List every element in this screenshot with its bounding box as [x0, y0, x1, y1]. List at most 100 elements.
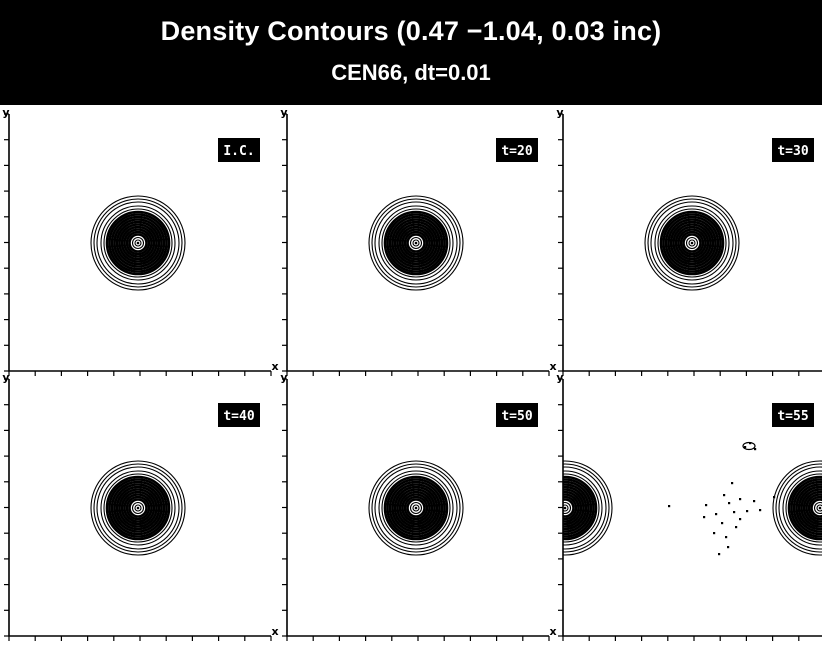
- density-contour: [644, 195, 740, 291]
- density-contour: [677, 228, 707, 258]
- y-axis-label: y: [2, 371, 9, 384]
- density-contour: [563, 473, 600, 543]
- density-debris: [725, 536, 728, 539]
- x-axis-label: x: [271, 625, 278, 638]
- density-debris: [703, 516, 706, 519]
- density-contour: [100, 470, 176, 546]
- density-contour: [563, 490, 583, 526]
- density-contour: [563, 504, 569, 512]
- density-contour: [805, 493, 822, 523]
- density-contour: [386, 213, 446, 273]
- density-contour: [393, 220, 439, 266]
- density-peak: [414, 241, 418, 245]
- density-debris: [739, 498, 742, 501]
- density-contour: [790, 478, 822, 538]
- density-contour: [403, 495, 429, 521]
- y-axis-label: y: [556, 371, 563, 384]
- density-debris: [746, 510, 749, 513]
- density-contour: [810, 498, 822, 518]
- density-contour: [100, 205, 176, 281]
- density-contour: [792, 480, 822, 536]
- density-contour: [115, 220, 161, 266]
- density-contour: [563, 475, 598, 541]
- density-contour: [115, 485, 161, 531]
- density-contour: [374, 466, 458, 550]
- density-contour: [787, 475, 822, 541]
- density-contour: [401, 228, 431, 258]
- density-contour: [388, 215, 444, 271]
- density-contour: [772, 460, 822, 556]
- density-contour: [667, 218, 717, 268]
- density-contour: [662, 213, 722, 273]
- density-contour: [669, 220, 715, 266]
- density-peak: [563, 506, 567, 510]
- density-peak: [136, 241, 140, 245]
- density-contour: [672, 223, 712, 263]
- density-debris: [739, 518, 742, 521]
- density-contour: [563, 478, 595, 538]
- density-debris: [733, 511, 736, 514]
- density-contour: [371, 198, 461, 288]
- time-label-badge: [218, 138, 260, 162]
- density-contour: [647, 198, 737, 288]
- density-contour: [381, 473, 451, 543]
- density-debris: [773, 496, 776, 499]
- time-label: t=50: [501, 409, 532, 424]
- density-contour: [131, 236, 145, 250]
- density-contour: [785, 473, 822, 543]
- y-axis-label: y: [556, 106, 563, 119]
- density-contour: [93, 198, 183, 288]
- density-debris: [713, 532, 716, 535]
- density-contour: [563, 495, 578, 521]
- density-contour: [123, 228, 153, 258]
- density-contour: [125, 230, 151, 256]
- density-contour: [128, 233, 148, 253]
- density-contour: [797, 485, 822, 531]
- density-contour: [134, 239, 142, 247]
- density-contour: [401, 493, 431, 523]
- density-debris: [728, 502, 731, 505]
- density-debris: [715, 513, 718, 516]
- density-contour: [688, 239, 696, 247]
- density-debris: [723, 494, 726, 497]
- density-contour: [386, 478, 446, 538]
- density-contour: [682, 233, 702, 253]
- density-contour: [131, 501, 145, 515]
- time-label-badge: [772, 138, 814, 162]
- density-contour: [108, 213, 168, 273]
- density-contour: [118, 488, 158, 528]
- density-contour: [778, 466, 822, 550]
- density-contour: [123, 493, 153, 523]
- density-contour: [802, 490, 822, 526]
- density-contour: [120, 490, 156, 526]
- density-contour: [795, 483, 822, 533]
- density-contour: [383, 475, 449, 541]
- density-contour: [103, 473, 173, 543]
- density-contour: [108, 478, 168, 538]
- density-contour: [393, 485, 439, 531]
- density-contour: [563, 493, 580, 523]
- density-contour: [368, 195, 464, 291]
- density-contour: [650, 201, 734, 285]
- density-debris: [718, 553, 721, 556]
- density-debris: [721, 522, 724, 525]
- density-contour: [813, 501, 822, 515]
- density-contour: [96, 201, 180, 285]
- density-contour: [807, 495, 822, 521]
- density-contour: [128, 498, 148, 518]
- density-contour: [90, 460, 186, 556]
- density-debris: [744, 446, 747, 449]
- density-contour: [105, 475, 171, 541]
- density-contour: [409, 236, 423, 250]
- density-contour: [103, 208, 173, 278]
- density-contour: [105, 210, 171, 276]
- contour-panel: yxt=30: [556, 106, 822, 376]
- time-label-badge: [496, 138, 538, 162]
- time-label: t=20: [501, 144, 532, 159]
- time-label: I.C.: [223, 144, 254, 159]
- density-debris: [705, 504, 708, 507]
- density-peak: [136, 506, 140, 510]
- density-contour: [664, 215, 720, 271]
- density-debris: [759, 509, 762, 512]
- density-contour: [113, 218, 163, 268]
